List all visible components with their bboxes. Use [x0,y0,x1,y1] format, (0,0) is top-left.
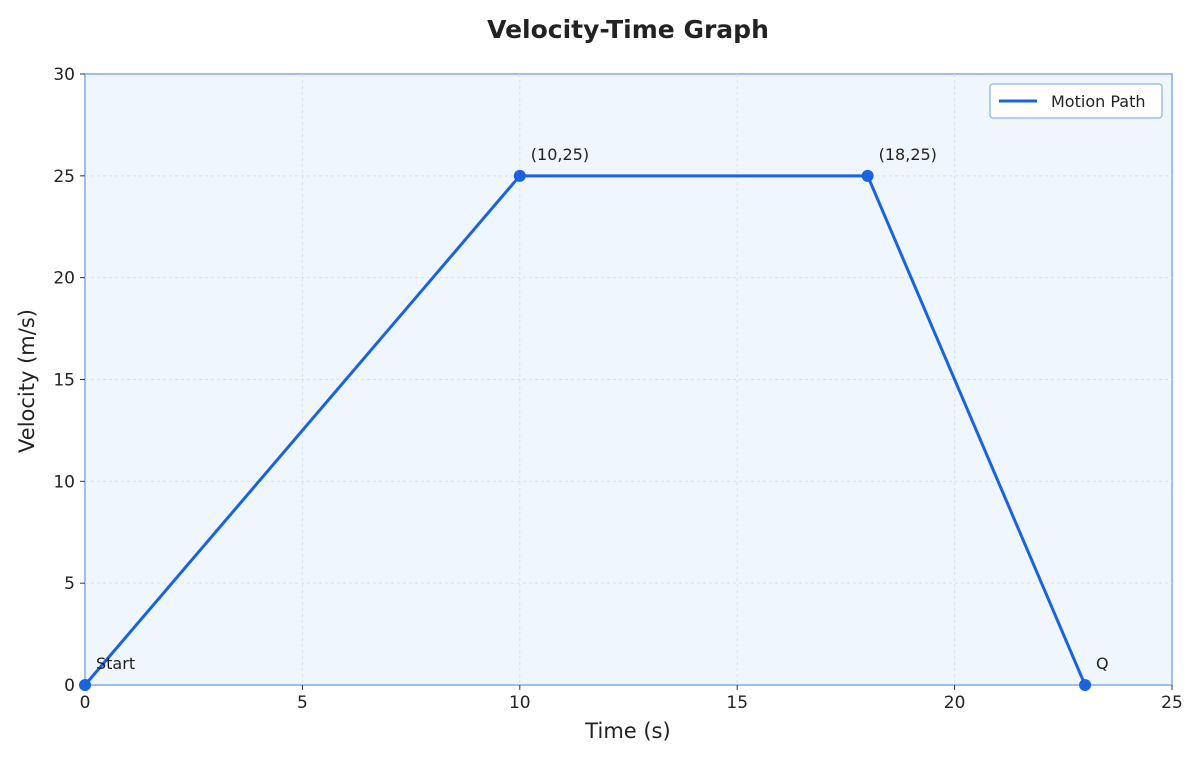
x-axis-label: Time (s) [584,719,670,743]
annotations-layer: Start (10,25) (18,25) Q [96,145,1109,673]
point-annotation: (18,25) [879,145,937,164]
y-tick-label: 30 [53,65,75,85]
legend-label: Motion Path [1051,92,1145,111]
x-tick-label: 25 [1161,693,1183,713]
series-line [83,174,1087,686]
data-point [861,169,874,182]
y-tick-label: 0 [64,676,75,696]
x-tick-label: 15 [726,693,748,713]
x-tick-label: 0 [80,693,91,713]
data-point [79,679,91,691]
y-tick-label: 10 [53,472,75,492]
y-tick-label: 25 [53,167,75,187]
legend: Motion Path [989,83,1163,119]
series-layer [79,169,1092,691]
point-annotation: Q [1096,654,1109,673]
y-axis-label: Velocity (m/s) [15,309,39,453]
x-tick-label: 10 [509,693,531,713]
data-point [513,169,526,182]
data-point [1079,679,1092,691]
point-annotation: Start [96,654,135,673]
y-axis-ticks: 0 5 10 15 20 25 30 [53,65,85,696]
y-tick-label: 5 [64,574,75,594]
point-annotation: (10,25) [531,145,589,164]
legend-box [989,83,1163,119]
x-tick-label: 5 [297,693,308,713]
x-tick-label: 20 [944,693,966,713]
y-tick-label: 15 [53,371,75,391]
chart-title: Velocity-Time Graph [487,15,769,44]
y-tick-label: 20 [53,269,75,289]
x-axis-ticks: 0 5 10 15 20 25 [80,685,1183,713]
grid [85,74,1172,685]
